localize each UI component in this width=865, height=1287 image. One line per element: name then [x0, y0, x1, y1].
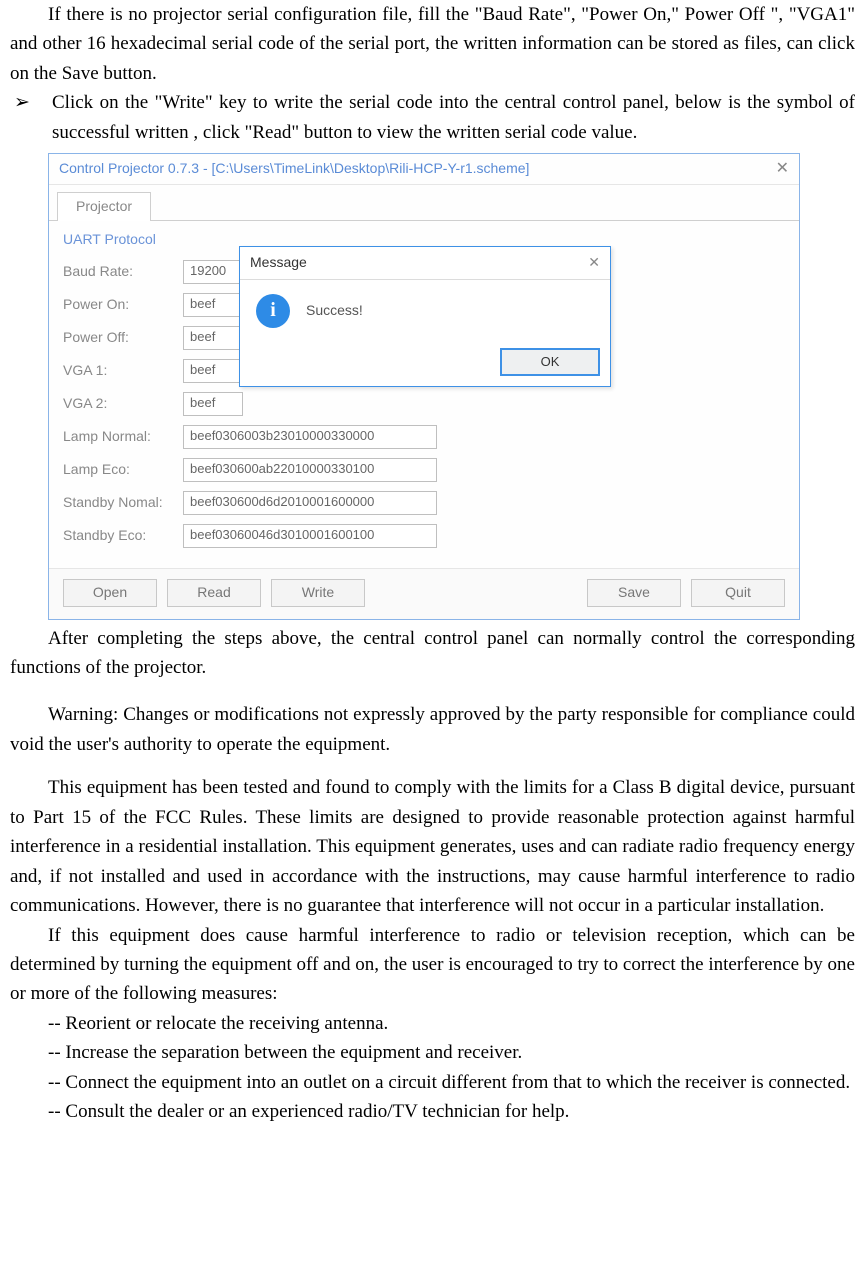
- write-button[interactable]: Write: [271, 579, 365, 607]
- power-off-label: Power Off:: [63, 327, 183, 349]
- lamp-eco-label: Lamp Eco:: [63, 459, 183, 481]
- power-off-input[interactable]: beef: [183, 326, 243, 350]
- measure-2: -- Increase the separation between the e…: [10, 1038, 855, 1067]
- lamp-eco-input[interactable]: beef030600ab22010000330100: [183, 458, 437, 482]
- power-on-label: Power On:: [63, 294, 183, 316]
- dialog-message: Success!: [306, 300, 363, 322]
- fcc-paragraph-1: This equipment has been tested and found…: [10, 773, 855, 920]
- close-icon[interactable]: ✕: [776, 157, 789, 182]
- after-paragraph: After completing the steps above, the ce…: [10, 624, 855, 683]
- vga2-input[interactable]: beef: [183, 392, 243, 416]
- lamp-normal-input[interactable]: beef0306003b23010000330000: [183, 425, 437, 449]
- vga1-label: VGA 1:: [63, 360, 183, 382]
- lamp-normal-label: Lamp Normal:: [63, 426, 183, 448]
- standby-eco-input[interactable]: beef03060046d3010001600100: [183, 524, 437, 548]
- measure-3: -- Connect the equipment into an outlet …: [10, 1068, 855, 1097]
- read-button[interactable]: Read: [167, 579, 261, 607]
- bullet-text: Click on the "Write" key to write the se…: [52, 88, 855, 147]
- vga2-label: VGA 2:: [63, 393, 183, 415]
- standby-normal-input[interactable]: beef030600d6d2010001600000: [183, 491, 437, 515]
- standby-eco-label: Standby Eco:: [63, 525, 183, 547]
- info-icon: i: [256, 294, 290, 328]
- projector-app-window: Control Projector 0.7.3 - [C:\Users\Time…: [48, 153, 800, 619]
- standby-normal-label: Standby Nomal:: [63, 492, 183, 514]
- save-button[interactable]: Save: [587, 579, 681, 607]
- open-button[interactable]: Open: [63, 579, 157, 607]
- measure-4: -- Consult the dealer or an experienced …: [10, 1097, 855, 1126]
- message-dialog: Message ✕ i Success! OK: [239, 246, 611, 387]
- quit-button[interactable]: Quit: [691, 579, 785, 607]
- warning-paragraph: Warning: Changes or modifications not ex…: [10, 700, 855, 759]
- vga1-input[interactable]: beef: [183, 359, 243, 383]
- dialog-title: Message: [250, 252, 307, 274]
- window-titlebar: Control Projector 0.7.3 - [C:\Users\Time…: [49, 154, 799, 185]
- ok-button[interactable]: OK: [500, 348, 600, 376]
- tab-projector[interactable]: Projector: [57, 192, 151, 221]
- button-bar: Open Read Write Save Quit: [49, 568, 799, 619]
- fcc-paragraph-2: If this equipment does cause harmful int…: [10, 921, 855, 1009]
- write-instruction-bullet: ➢ Click on the "Write" key to write the …: [10, 88, 855, 147]
- baud-rate-value: 19200: [190, 261, 226, 281]
- window-title: Control Projector 0.7.3 - [C:\Users\Time…: [59, 158, 529, 180]
- baud-rate-label: Baud Rate:: [63, 261, 183, 283]
- close-icon[interactable]: ✕: [588, 252, 600, 274]
- measure-1: -- Reorient or relocate the receiving an…: [10, 1009, 855, 1038]
- bullet-marker: ➢: [10, 88, 52, 147]
- intro-paragraph: If there is no projector serial configur…: [10, 0, 855, 88]
